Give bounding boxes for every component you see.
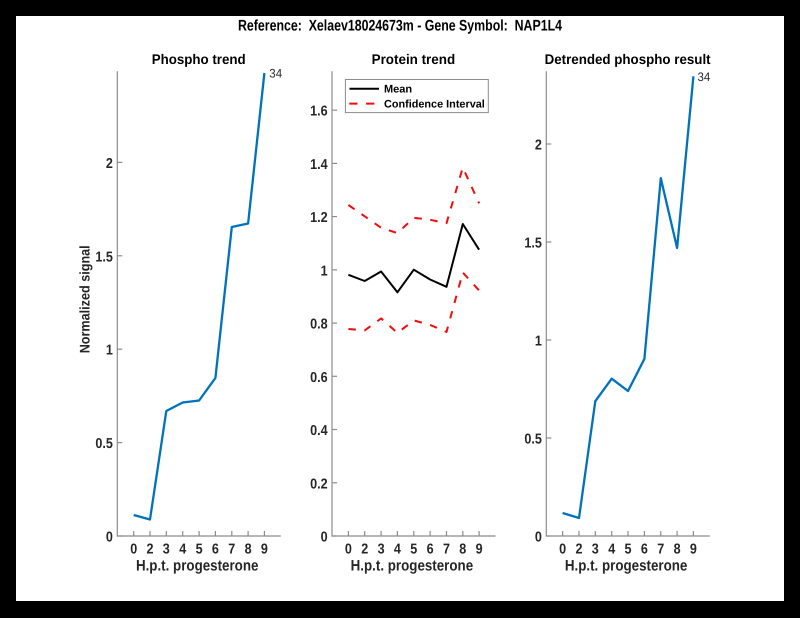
svg-text:2: 2 bbox=[106, 156, 113, 172]
svg-text:2: 2 bbox=[576, 542, 583, 558]
svg-text:6: 6 bbox=[427, 542, 434, 558]
svg-text:1: 1 bbox=[321, 263, 328, 279]
svg-text:7: 7 bbox=[228, 542, 235, 558]
svg-text:5: 5 bbox=[410, 542, 417, 558]
svg-text:34: 34 bbox=[698, 70, 711, 84]
svg-text:0.5: 0.5 bbox=[95, 436, 113, 452]
svg-text:Protein trend: Protein trend bbox=[372, 51, 456, 67]
svg-text:6: 6 bbox=[641, 542, 648, 558]
svg-text:Confidence Interval: Confidence Interval bbox=[384, 98, 485, 110]
svg-text:0: 0 bbox=[559, 542, 566, 558]
svg-text:0.6: 0.6 bbox=[310, 370, 328, 386]
svg-text:1: 1 bbox=[106, 343, 113, 359]
svg-text:H.p.t. progesterone: H.p.t. progesterone bbox=[136, 557, 259, 574]
svg-text:0: 0 bbox=[535, 530, 542, 546]
svg-text:4: 4 bbox=[394, 542, 401, 558]
svg-text:Detrended phospho result: Detrended phospho result bbox=[545, 51, 711, 67]
svg-text:7: 7 bbox=[443, 542, 450, 558]
svg-text:Normalized signal: Normalized signal bbox=[76, 245, 92, 353]
svg-text:0: 0 bbox=[321, 530, 328, 546]
svg-text:9: 9 bbox=[476, 542, 483, 558]
svg-text:8: 8 bbox=[459, 542, 466, 558]
svg-text:2: 2 bbox=[147, 542, 154, 558]
svg-text:0.4: 0.4 bbox=[310, 423, 328, 439]
svg-text:H.p.t. progesterone: H.p.t. progesterone bbox=[565, 557, 688, 574]
svg-text:0: 0 bbox=[130, 542, 137, 558]
svg-text:1.5: 1.5 bbox=[524, 236, 542, 252]
svg-text:1.2: 1.2 bbox=[310, 210, 328, 226]
svg-text:1: 1 bbox=[535, 334, 542, 350]
svg-text:5: 5 bbox=[196, 542, 203, 558]
svg-text:Reference: Xelaev18024673m -: Reference: Xelaev18024673m - Gene Symbol… bbox=[238, 17, 562, 34]
svg-text:8: 8 bbox=[245, 542, 252, 558]
svg-text:2: 2 bbox=[535, 138, 542, 154]
svg-text:7: 7 bbox=[657, 542, 664, 558]
svg-text:9: 9 bbox=[690, 542, 697, 558]
svg-text:2: 2 bbox=[361, 542, 368, 558]
svg-text:4: 4 bbox=[179, 542, 186, 558]
svg-text:Phospho trend: Phospho trend bbox=[152, 51, 246, 67]
svg-text:0.8: 0.8 bbox=[310, 317, 328, 333]
svg-text:3: 3 bbox=[378, 542, 385, 558]
svg-text:34: 34 bbox=[269, 66, 282, 80]
svg-text:1.5: 1.5 bbox=[95, 249, 113, 265]
svg-text:3: 3 bbox=[163, 542, 170, 558]
svg-text:8: 8 bbox=[674, 542, 681, 558]
svg-text:1.6: 1.6 bbox=[310, 104, 328, 120]
svg-text:3: 3 bbox=[592, 542, 599, 558]
svg-text:5: 5 bbox=[625, 542, 632, 558]
svg-text:0.2: 0.2 bbox=[310, 476, 328, 492]
svg-text:9: 9 bbox=[261, 542, 268, 558]
svg-text:0: 0 bbox=[106, 530, 113, 546]
svg-text:H.p.t. progesterone: H.p.t. progesterone bbox=[351, 557, 474, 574]
svg-text:6: 6 bbox=[212, 542, 219, 558]
svg-text:4: 4 bbox=[608, 542, 615, 558]
svg-text:0: 0 bbox=[345, 542, 352, 558]
svg-text:0.5: 0.5 bbox=[524, 432, 542, 448]
svg-text:1.4: 1.4 bbox=[310, 157, 328, 173]
svg-text:Mean: Mean bbox=[384, 84, 412, 96]
